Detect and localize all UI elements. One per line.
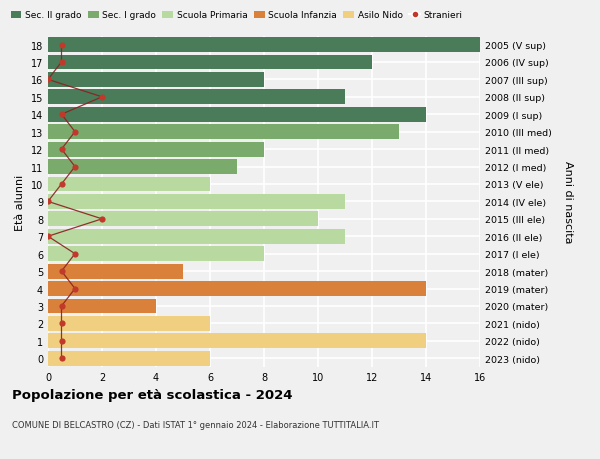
Point — [56, 59, 67, 67]
Point — [56, 112, 67, 119]
Bar — [48, 90, 345, 105]
Bar — [48, 212, 318, 227]
Legend: Sec. II grado, Sec. I grado, Scuola Primaria, Scuola Infanzia, Asilo Nido, Stran: Sec. II grado, Sec. I grado, Scuola Prim… — [11, 11, 463, 20]
Point — [56, 146, 67, 153]
Point — [70, 251, 80, 258]
Bar — [48, 247, 264, 262]
Point — [43, 77, 53, 84]
Point — [43, 233, 53, 241]
Point — [56, 355, 67, 362]
Bar — [48, 299, 156, 313]
Point — [56, 337, 67, 345]
Text: COMUNE DI BELCASTRO (CZ) - Dati ISTAT 1° gennaio 2024 - Elaborazione TUTTITALIA.: COMUNE DI BELCASTRO (CZ) - Dati ISTAT 1°… — [12, 420, 379, 429]
Point — [97, 216, 107, 223]
Point — [70, 285, 80, 292]
Point — [56, 302, 67, 310]
Point — [56, 320, 67, 327]
Bar — [48, 351, 210, 366]
Point — [70, 129, 80, 136]
Text: Popolazione per età scolastica - 2024: Popolazione per età scolastica - 2024 — [12, 388, 293, 401]
Y-axis label: Età alunni: Età alunni — [15, 174, 25, 230]
Point — [56, 268, 67, 275]
Point — [56, 42, 67, 49]
Bar — [48, 160, 237, 174]
Bar — [48, 177, 210, 192]
Point — [97, 94, 107, 101]
Bar — [48, 125, 399, 140]
Bar — [48, 316, 210, 331]
Bar — [48, 195, 345, 209]
Bar — [48, 142, 264, 157]
Bar — [48, 73, 264, 88]
Bar — [48, 56, 372, 70]
Point — [43, 198, 53, 206]
Point — [70, 163, 80, 171]
Bar — [48, 230, 345, 244]
Bar — [48, 334, 426, 348]
Point — [56, 181, 67, 188]
Bar — [48, 264, 183, 279]
Bar — [48, 281, 426, 297]
Bar — [48, 38, 507, 53]
Bar — [48, 107, 426, 123]
Y-axis label: Anni di nascita: Anni di nascita — [563, 161, 573, 243]
